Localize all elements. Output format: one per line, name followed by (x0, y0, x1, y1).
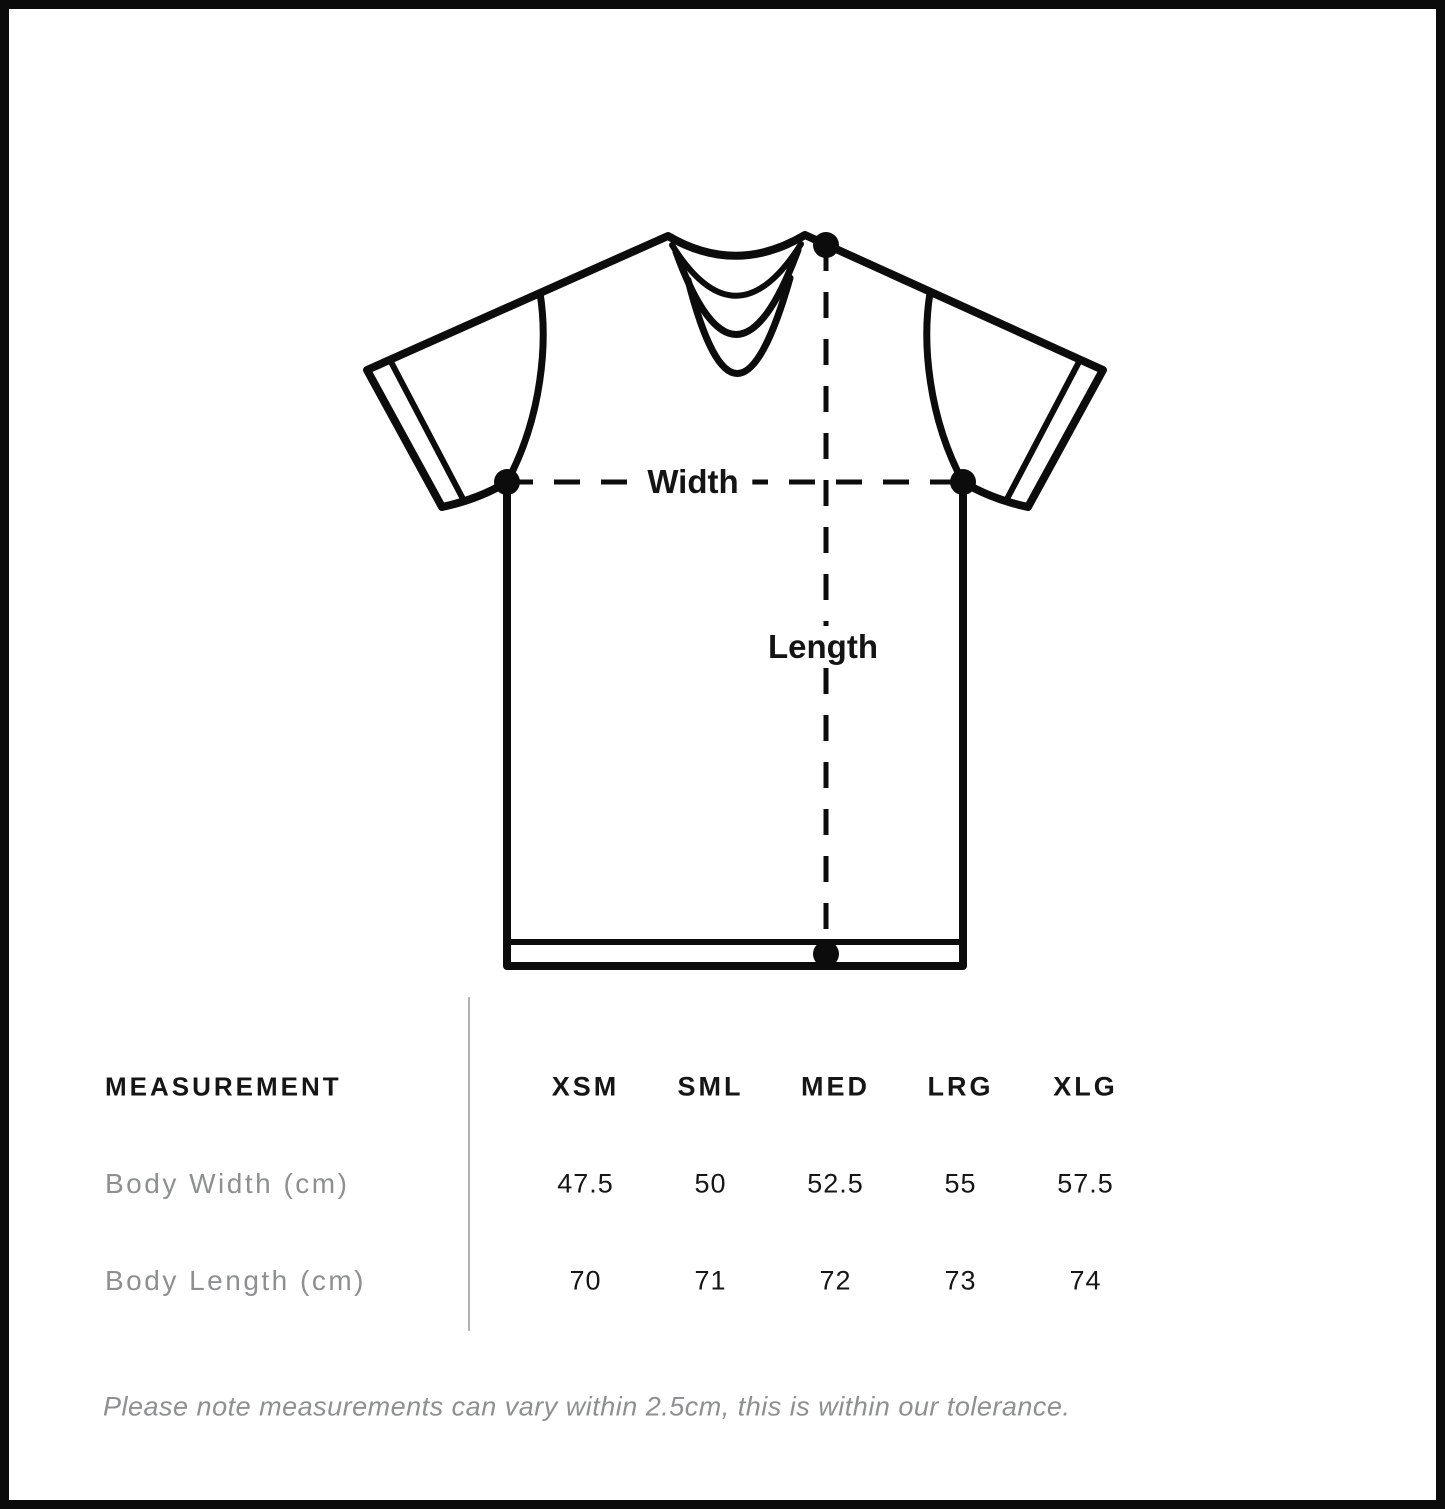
tshirt-outline (363, 231, 1107, 970)
size-header-xsm: XSM (551, 1071, 620, 1102)
body-width-lrg: 55 (944, 1168, 977, 1199)
tshirt-diagram (363, 231, 1107, 970)
body-length-lrg: 73 (944, 1265, 977, 1296)
right-armhole-seam (923, 289, 967, 486)
size-header-lrg: LRG (927, 1071, 994, 1102)
body-width-xlg: 57.5 (1057, 1168, 1114, 1199)
measurement-dot-hem (813, 941, 839, 967)
body-length-sml: 71 (694, 1265, 727, 1296)
length-label: Length (754, 626, 892, 668)
right-cuff-line (1004, 357, 1083, 502)
tolerance-note: Please note measurements can vary within… (103, 1391, 1071, 1422)
table-row-body-width: 47.5 50 52.5 55 57.5 (523, 1169, 1148, 1200)
width-label: Width (633, 461, 753, 503)
table-divider (468, 997, 470, 1331)
measurement-dot-right-armpit (950, 469, 976, 495)
body-length-xsm: 70 (569, 1265, 602, 1296)
body-length-med: 72 (819, 1265, 852, 1296)
measurement-dot-collar (813, 232, 839, 258)
collar-band-inner (684, 274, 794, 377)
size-header-row: XSM SML MED LRG XLG (523, 1072, 1148, 1103)
body-width-xsm: 47.5 (557, 1168, 614, 1199)
row-label-body-width: Body Width (cm) (105, 1168, 350, 1199)
left-cuff-line (387, 357, 466, 502)
size-header-xlg: XLG (1053, 1071, 1118, 1102)
table-row-body-length: 70 71 72 73 74 (523, 1266, 1148, 1297)
measurement-dot-left-armpit (494, 469, 520, 495)
body-width-sml: 50 (694, 1168, 727, 1199)
left-armhole-seam (503, 289, 547, 486)
table-header-measurement: MEASUREMENT (105, 1071, 342, 1102)
collar-back-seam (669, 241, 804, 299)
body-width-med: 52.5 (807, 1168, 864, 1199)
body-length-xlg: 74 (1069, 1265, 1102, 1296)
row-label-body-length: Body Length (cm) (105, 1265, 366, 1296)
size-header-med: MED (801, 1071, 870, 1102)
size-header-sml: SML (677, 1071, 744, 1102)
